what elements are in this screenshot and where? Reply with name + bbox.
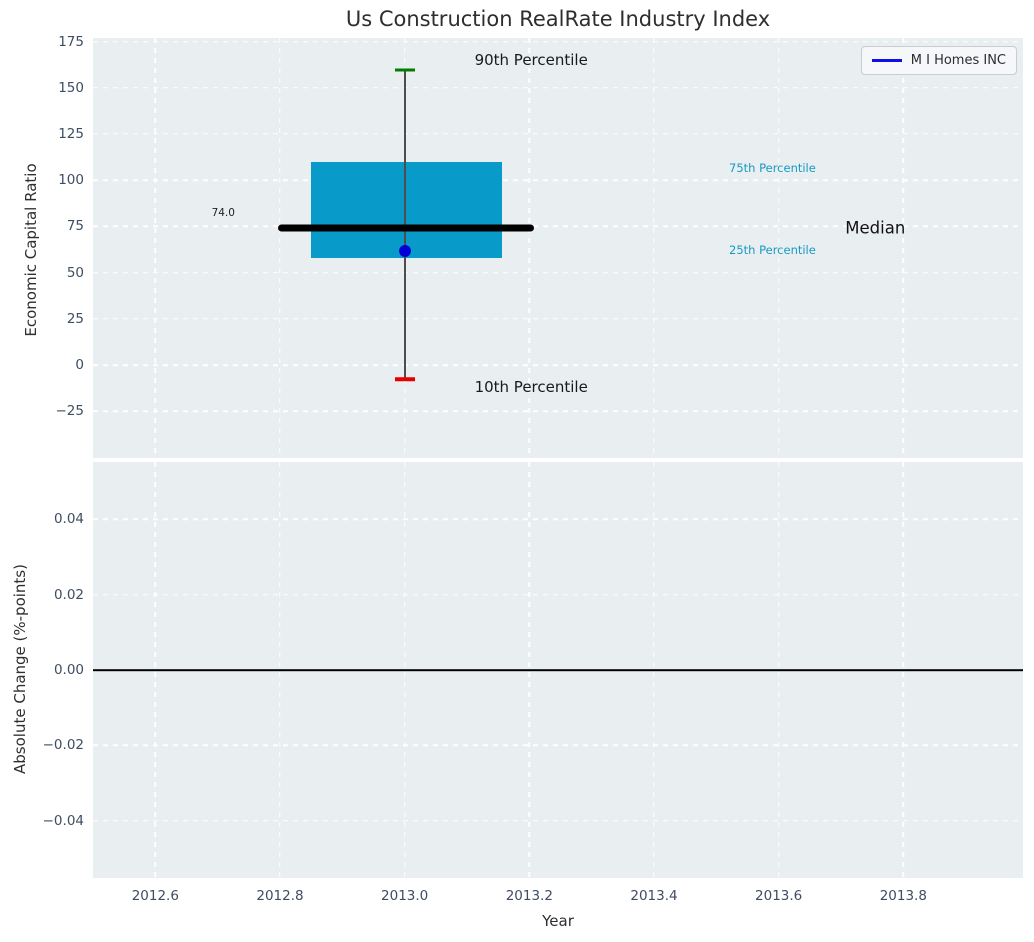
y-tick-label: 150	[58, 79, 84, 96]
y-gridline	[93, 179, 1023, 181]
x-tick-label: 2013.0	[381, 888, 429, 904]
y-tick-label: 100	[58, 172, 84, 189]
company-point	[398, 244, 411, 257]
bottom-y-axis-label: Absolute Change (%-points)	[11, 564, 29, 774]
median-label: Median	[845, 218, 906, 238]
median-value-label: 74.0	[211, 206, 235, 219]
legend-label: M I Homes INC	[910, 53, 1006, 68]
y-gridline	[93, 225, 1023, 228]
x-gridline	[653, 38, 655, 458]
y-gridline	[93, 518, 1023, 521]
x-gridline	[902, 38, 905, 458]
x-tick-label: 2013.8	[879, 888, 927, 904]
y-gridline	[93, 593, 1023, 596]
y-tick-label: 50	[66, 264, 84, 281]
x-tick-label: 2013.4	[630, 888, 678, 904]
p90-cap	[394, 68, 415, 72]
x-gridline	[279, 38, 281, 458]
p10-cap	[394, 377, 415, 381]
y-tick-label: −0.04	[42, 812, 84, 829]
y-gridline	[93, 40, 1023, 43]
top-y-axis-label: Economic Capital Ratio	[22, 163, 40, 337]
y-tick-label: 25	[66, 310, 84, 327]
y-gridline	[93, 86, 1023, 89]
economic-capital-ratio-plot: M I Homes INC 175 150 125 100 75 50 25 0 −25 90th…	[56, 34, 1023, 458]
y-tick-label: 0	[75, 357, 84, 374]
p10-label: 10th Percentile	[474, 378, 588, 397]
iqr-box	[311, 161, 502, 259]
legend-line-icon	[871, 59, 902, 62]
x-gridline	[528, 38, 531, 458]
legend: M I Homes INC	[860, 46, 1017, 75]
y-tick-label: 0.04	[53, 511, 84, 528]
absolute-change-plot: 2012.6 2012.8 2013.0 2013.2 2013.4 2013.6 2013…	[43, 462, 1023, 904]
y-tick-label: 75	[66, 218, 84, 235]
median-line	[278, 224, 534, 232]
y-tick-label: −0.02	[42, 737, 84, 754]
x-tick-label: 2012.6	[131, 888, 179, 904]
x-tick-label: 2013.6	[755, 888, 803, 904]
y-tick-label: 0.02	[53, 586, 84, 603]
x-tick-label: 2013.2	[505, 888, 553, 904]
y-gridline	[93, 744, 1023, 747]
y-tick-label: −25	[55, 403, 85, 420]
y-tick-label: 0.00	[53, 662, 84, 678]
p75-label: 75th Percentile	[729, 161, 816, 176]
x-tick-label: 2012.8	[256, 888, 304, 904]
x-gridline	[777, 38, 780, 458]
whisker-line	[403, 69, 406, 380]
y-gridline	[93, 318, 1023, 320]
x-axis-label: Year	[542, 912, 574, 930]
y-gridline	[93, 819, 1023, 822]
y-gridline	[93, 410, 1023, 412]
y-tick-label: 175	[58, 33, 84, 50]
y-gridline	[93, 364, 1023, 366]
zero-line	[93, 669, 1023, 671]
y-tick-label: 125	[58, 125, 84, 142]
x-gridline	[154, 38, 157, 458]
p25-label: 25th Percentile	[729, 242, 816, 257]
y-gridline	[93, 133, 1023, 135]
p90-label: 90th Percentile	[474, 50, 588, 69]
chart-title: Us Construction RealRate Industry Index	[345, 7, 771, 31]
y-gridline	[93, 271, 1023, 274]
